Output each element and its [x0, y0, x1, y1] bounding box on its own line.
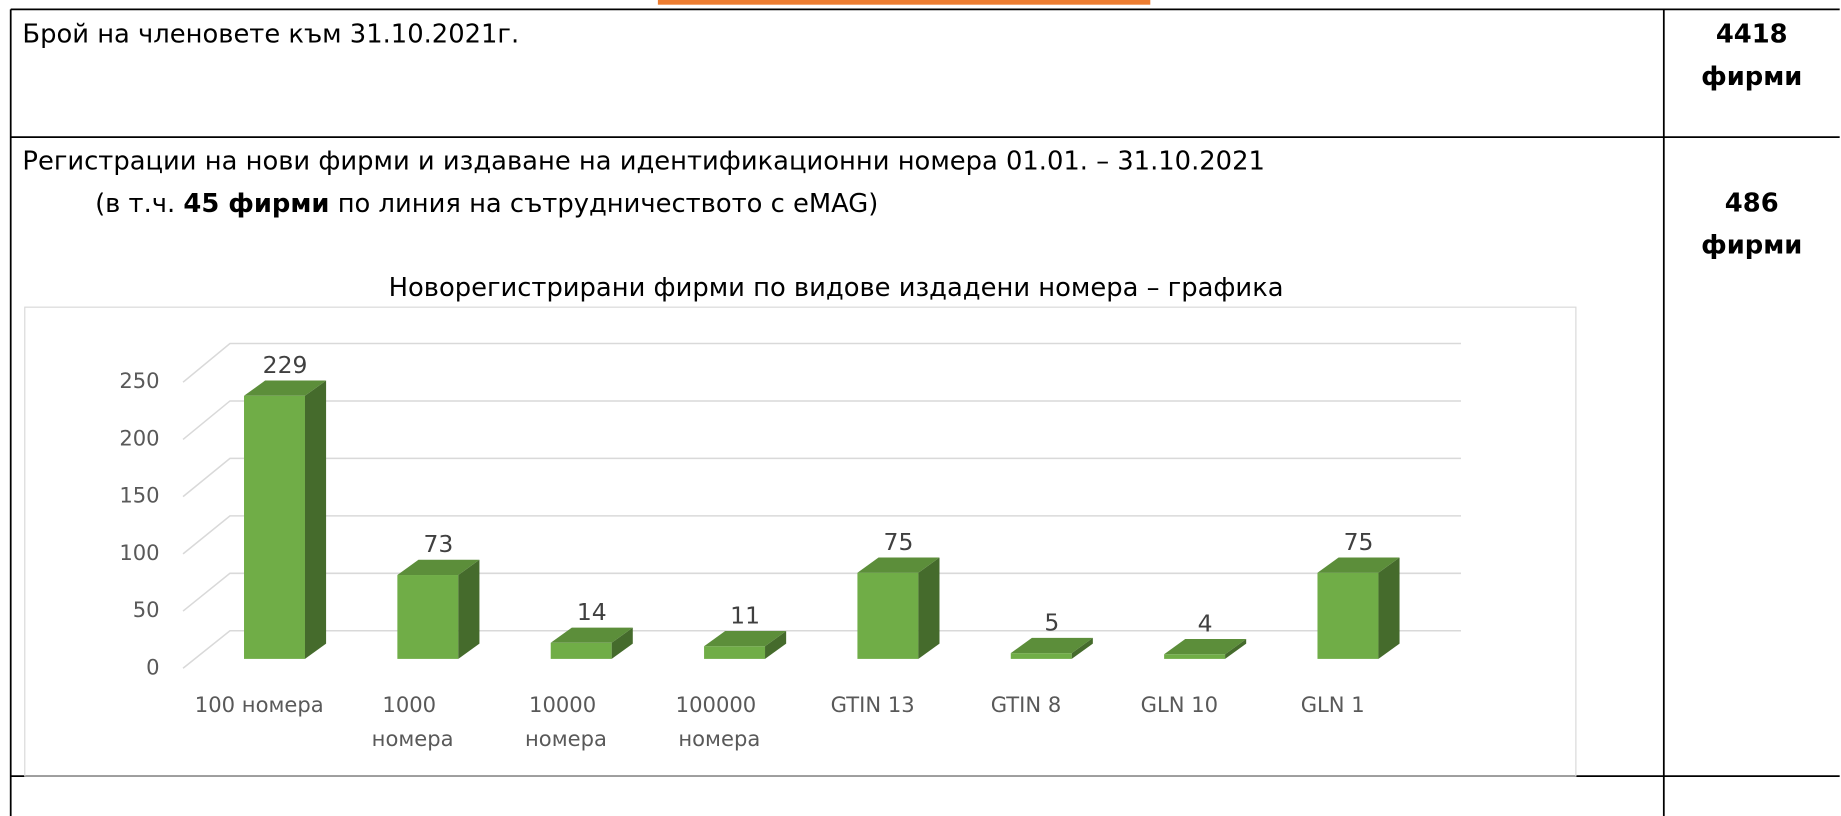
y-tick-label: 50 — [133, 597, 160, 622]
bar-top — [1317, 557, 1400, 573]
value-label: 73 — [423, 530, 453, 558]
chart-title: Новорегистрирани фирми по видове издаден… — [389, 273, 1284, 303]
note-text: по линия на сътрудничеството с eMAG) — [330, 188, 879, 218]
bar-side — [1378, 557, 1400, 659]
bar — [1010, 653, 1072, 659]
grid-line — [182, 515, 1461, 555]
grid-line — [182, 342, 1461, 383]
x-tick-label: GTIN 8 — [991, 692, 1062, 717]
row-value: 486 — [1725, 188, 1779, 218]
bar — [857, 572, 919, 659]
chart-frame — [24, 306, 1577, 777]
value-label: 229 — [263, 351, 308, 379]
row-label: Регистрации на нови фирми и издаване на … — [22, 146, 1264, 176]
bar-side — [458, 559, 480, 659]
x-tick-label: GTIN 13 — [831, 692, 915, 717]
row-value: 4418 — [1716, 20, 1788, 50]
bar — [550, 642, 612, 659]
x-tick-label: 10000 номера — [525, 692, 607, 751]
bar — [244, 395, 305, 659]
grid-line — [182, 572, 1461, 612]
bar — [704, 646, 766, 659]
bar-side — [611, 627, 633, 659]
x-tick-label: 100000 номера — [676, 692, 763, 751]
row-note: (в т.ч. 45 фирми по линия на сътрудничес… — [95, 188, 878, 218]
bar-side — [765, 631, 787, 659]
label-line: номера — [525, 726, 607, 751]
x-tick-label: GLN 1 — [1301, 692, 1365, 717]
note-bold: 45 фирми — [183, 188, 329, 218]
row-unit: фирми — [1701, 231, 1802, 261]
y-tick-label: 150 — [119, 483, 159, 508]
row-unit: фирми — [1701, 62, 1802, 92]
bar-top — [397, 559, 480, 576]
label-line: 100000 — [676, 692, 763, 717]
y-tick-label: 0 — [146, 654, 159, 679]
cut-off-heading — [657, 0, 1151, 5]
value-label: 14 — [577, 598, 607, 626]
bar — [1164, 654, 1226, 659]
x-tick-label: GLN 10 — [1141, 692, 1218, 717]
bar — [1317, 572, 1379, 659]
note-text: (в т.ч. — [95, 188, 183, 218]
bar-top — [1010, 637, 1093, 654]
x-tick-label: 1000 номера — [372, 692, 454, 751]
row-label: Брой на членовете към 31.10.2021г. — [22, 20, 519, 50]
label-line: 10000 — [529, 692, 603, 717]
bar — [397, 575, 459, 659]
label-line: номера — [372, 726, 454, 751]
grid-line — [182, 457, 1461, 498]
value-label: 75 — [1344, 528, 1374, 556]
value-label: 4 — [1198, 609, 1213, 637]
grid-line — [182, 400, 1461, 441]
bar-side — [918, 557, 940, 659]
y-tick-label: 200 — [119, 425, 159, 450]
value-label: 75 — [884, 528, 914, 556]
bar-side — [1225, 639, 1247, 659]
bar-top — [550, 627, 633, 643]
grid-line — [182, 629, 1461, 669]
y-tick-label: 100 — [119, 540, 159, 565]
chart: 0 50 100 150 200 250 229 100 номера 73 1000 номер… — [119, 342, 1461, 751]
x-tick-label: 100 номера — [195, 692, 324, 717]
bar-top — [704, 631, 787, 647]
bar-top — [1164, 639, 1247, 655]
bar-side — [1071, 637, 1093, 659]
bar-top — [244, 380, 327, 396]
bar-top — [857, 557, 940, 573]
label-line: номера — [678, 726, 760, 751]
value-label: 5 — [1044, 608, 1059, 636]
y-tick-label: 250 — [119, 368, 159, 393]
value-label: 11 — [730, 601, 760, 629]
bar-side — [304, 380, 327, 659]
label-line: 1000 — [382, 692, 442, 717]
